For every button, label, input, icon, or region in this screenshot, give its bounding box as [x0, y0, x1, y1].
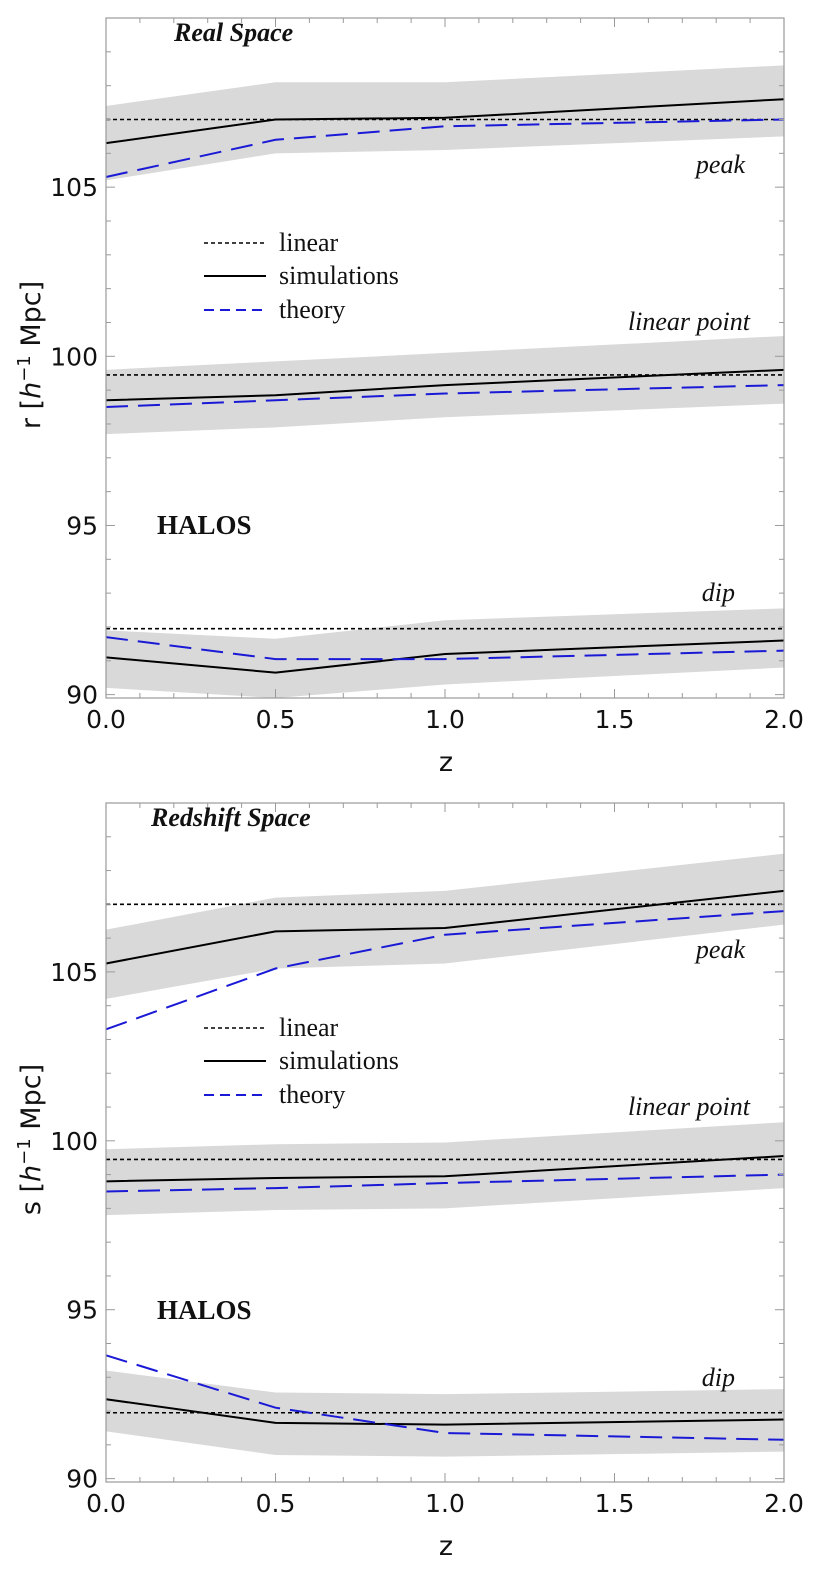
y-axis-label-var: r — [16, 417, 47, 429]
y-axis-label-space — [16, 1130, 47, 1139]
band-peak — [106, 853, 784, 999]
legend-label-theory: theory — [279, 1080, 345, 1109]
y-axis-label-space — [16, 347, 47, 356]
legend: linear simulations theory — [204, 1013, 399, 1109]
y-axis-label: r [h−1 Mpc] — [14, 281, 47, 429]
x-tick-label: 1.0 — [425, 705, 465, 734]
y-tick-label: 90 — [66, 681, 98, 710]
legend-label-simulations: simulations — [279, 1046, 399, 1075]
band-dip — [106, 1370, 784, 1457]
annotation-linear-point: linear point — [628, 307, 751, 336]
y-axis-label-var: s — [16, 1201, 47, 1215]
simulations-line-peak — [105, 98, 785, 145]
panel-title: Redshift Space — [150, 803, 311, 832]
legend: linear simulations theory — [204, 228, 399, 324]
y-axis-label-unit: Mpc — [16, 1074, 47, 1129]
annotation-halos: HALOS — [157, 510, 252, 540]
x-tick-label: 0.5 — [256, 1489, 296, 1518]
y-tick-label: 105 — [50, 173, 98, 202]
annotation-peak: peak — [694, 935, 746, 964]
y-axis-label-close: ] — [16, 281, 47, 292]
theory-line-peak — [105, 910, 785, 1031]
x-tick-label: 1.5 — [595, 1489, 635, 1518]
simulations-line-linear-point — [105, 1155, 785, 1183]
y-axis-label-open: [ — [16, 399, 47, 418]
x-tick-label: 0.5 — [256, 705, 296, 734]
simulations-line-peak — [105, 889, 785, 965]
panel-real-space: 0.0 0.5 1.0 1.5 2.0 90 95 100 105 z r [h−1 Mpc] Rea… — [14, 17, 804, 778]
legend-label-simulations: simulations — [279, 261, 399, 290]
annotation-dip: dip — [702, 578, 735, 607]
band-linear-point — [106, 1122, 784, 1216]
x-tick-label: 2.0 — [764, 705, 804, 734]
x-axis-label: z — [439, 1531, 453, 1562]
y-tick-label: 90 — [66, 1465, 98, 1494]
y-axis-label-exp: −1 — [14, 1138, 35, 1165]
x-tick-label: 2.0 — [764, 1489, 804, 1518]
y-axis-label-h: h — [16, 1165, 47, 1182]
annotation-linear-point: linear point — [628, 1092, 751, 1121]
y-axis-label-close: ] — [16, 1064, 47, 1075]
simulations-line-dip — [105, 1398, 785, 1426]
x-tick-label: 1.0 — [425, 1489, 465, 1518]
legend-label-linear: linear — [279, 1013, 339, 1042]
theory-line-linear-point — [105, 1173, 785, 1193]
theory-line-dip — [105, 636, 785, 661]
y-axis-label: s [h−1 Mpc] — [14, 1064, 47, 1215]
y-axis-label-unit: Mpc — [16, 291, 47, 346]
y-axis-label-open: [ — [16, 1182, 47, 1201]
simulations-line-linear-point — [105, 368, 785, 402]
panel-redshift-space: 0.0 0.5 1.0 1.5 2.0 90 95 100 105 z s [h−1 Mpc] Red… — [14, 802, 804, 1562]
simulations-line-dip — [105, 639, 785, 674]
x-tick-label: 0.0 — [86, 1489, 126, 1518]
y-tick-label: 100 — [50, 1127, 98, 1156]
theory-line-linear-point — [105, 384, 785, 409]
y-tick-label: 100 — [50, 342, 98, 371]
x-axis-label: z — [439, 747, 453, 778]
theory-line-dip — [105, 1354, 785, 1441]
band-peak — [106, 65, 784, 181]
panel-title: Real Space — [173, 18, 293, 47]
annotation-dip: dip — [702, 1363, 735, 1392]
annotation-peak: peak — [694, 150, 746, 179]
y-tick-label: 95 — [66, 1296, 98, 1325]
legend-label-linear: linear — [279, 228, 339, 257]
theory-line-peak — [105, 118, 785, 178]
x-tick-label: 1.5 — [595, 705, 635, 734]
y-axis-label-h: h — [16, 382, 47, 399]
x-tick-label: 0.0 — [86, 705, 126, 734]
legend-label-theory: theory — [279, 295, 345, 324]
y-axis-label-exp: −1 — [14, 355, 35, 382]
y-tick-label: 105 — [50, 958, 98, 987]
annotation-halos: HALOS — [157, 1295, 252, 1325]
y-tick-label: 95 — [66, 511, 98, 540]
